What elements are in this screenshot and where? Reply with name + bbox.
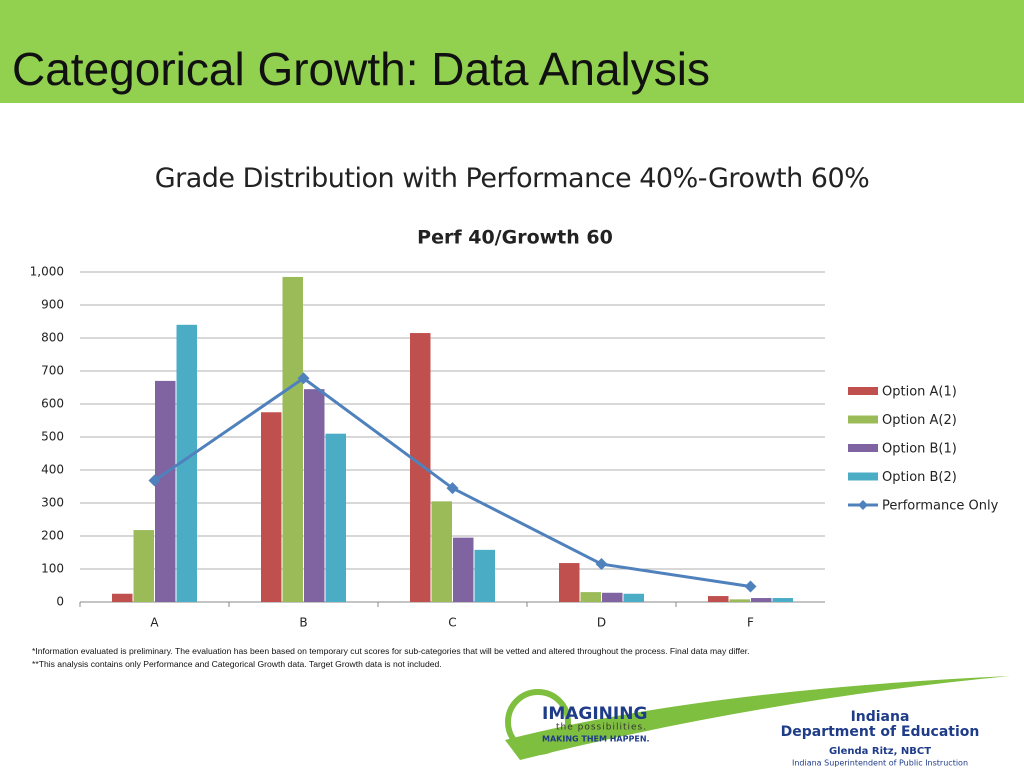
legend-swatch (848, 415, 878, 424)
dept-text: Indiana Superintendent of Public Instruc… (792, 759, 968, 768)
bar (133, 530, 154, 602)
legend-label: Performance Only (882, 499, 999, 514)
y-tick-label: 300 (41, 496, 64, 510)
y-tick-label: 400 (41, 463, 64, 477)
bar (453, 537, 474, 602)
footnote: **This analysis contains only Performanc… (32, 659, 442, 669)
swoosh (505, 676, 1010, 760)
y-tick-label: 200 (41, 529, 64, 543)
subtitle: Grade Distribution with Performance 40%-… (154, 163, 870, 194)
legend-swatch (858, 500, 868, 510)
y-tick-label: 0 (56, 595, 64, 609)
bar (410, 333, 431, 602)
legend-label: Option A(2) (882, 413, 957, 428)
legend-label: Option B(1) (882, 442, 957, 457)
y-tick-label: 700 (41, 364, 64, 378)
bar (112, 593, 133, 602)
marker (744, 580, 757, 593)
bar (751, 598, 772, 602)
slide-title: Categorical Growth: Data Analysis (12, 43, 710, 95)
logo-text: the possibilities. (556, 723, 647, 733)
logo-text: MAKING THEM HAPPEN. (542, 735, 650, 744)
legend-swatch (848, 387, 878, 395)
dept-text: Indiana (851, 709, 910, 725)
x-tick-label: F (747, 616, 754, 630)
x-tick-label: C (448, 616, 456, 630)
chart-title: Perf 40/Growth 60 (417, 227, 613, 249)
y-tick-label: 800 (41, 331, 64, 345)
legend-swatch (848, 472, 878, 481)
marker (446, 482, 459, 495)
bar (176, 324, 197, 602)
bar (282, 276, 303, 602)
y-tick-label: 900 (41, 298, 64, 312)
legend-swatch (848, 444, 878, 452)
bar (580, 592, 601, 602)
apple-icon (505, 689, 571, 755)
bar (474, 549, 495, 602)
bar (708, 596, 729, 602)
x-tick-label: D (597, 616, 606, 630)
bar (325, 433, 346, 602)
marker (148, 474, 161, 487)
bar (623, 593, 644, 602)
legend-label: Option B(2) (882, 470, 957, 485)
legend-label: Option A(1) (882, 385, 957, 400)
footnote: *Information evaluated is preliminary. T… (32, 646, 750, 656)
bar (559, 563, 580, 602)
marker (297, 372, 310, 385)
header: Categorical Growth: Data Analysis (0, 0, 1024, 103)
bar (304, 389, 325, 602)
y-tick-label: 500 (41, 430, 64, 444)
x-tick-label: A (150, 616, 159, 630)
y-tick-label: 600 (41, 397, 64, 411)
y-tick-label: 1,000 (30, 265, 64, 279)
dept-text: Glenda Ritz, NBCT (829, 746, 931, 757)
bar (602, 592, 623, 602)
dept-text: Department of Education (781, 724, 980, 740)
bar (772, 598, 793, 602)
logo: IMAGINING the possibilities. MAKING THEM… (505, 676, 1010, 768)
bar (431, 501, 452, 602)
bar (155, 380, 176, 602)
logo-text: IMAGINING (542, 704, 647, 724)
bar (729, 599, 750, 602)
x-tick-label: B (299, 616, 307, 630)
bar (261, 412, 282, 602)
y-tick-label: 100 (41, 562, 64, 576)
marker (595, 558, 608, 571)
